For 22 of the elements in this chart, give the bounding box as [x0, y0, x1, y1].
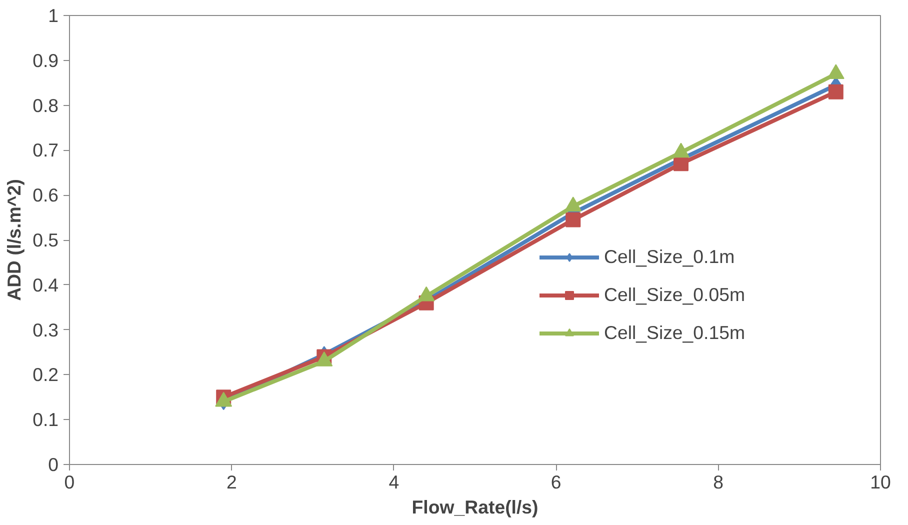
y-tick-label: 0.6: [32, 184, 59, 206]
y-tick-label: 0.5: [32, 230, 59, 250]
y-tick-label: 1: [48, 5, 59, 26]
y-tick-label: 0.2: [32, 364, 59, 386]
x-tick-label: 10: [870, 472, 891, 492]
y-tick-label: 0.9: [32, 50, 59, 71]
x-tick-label: 8: [713, 472, 724, 492]
y-tick-label: 0: [48, 454, 59, 475]
x-tick-label: 0: [64, 472, 75, 492]
y-tick-label: 0.8: [32, 94, 59, 116]
y-tick-label: 0.7: [32, 140, 59, 161]
x-tick-label: 4: [388, 472, 400, 492]
x-axis-title: Flow_Rate(l/s): [412, 496, 538, 518]
y-tick-label: 0.4: [32, 274, 59, 296]
legend-label: Cell_Size_0.1m: [604, 246, 735, 268]
y-tick-label: 0.3: [32, 319, 59, 340]
y-axis-title: ADD (l/s.m^2): [4, 179, 25, 301]
legend-label: Cell_Size_0.05m: [604, 284, 746, 306]
legend-label: Cell_Size_0.15m: [604, 322, 746, 344]
y-tick-label: 0.1: [32, 409, 59, 430]
x-tick-label: 2: [226, 472, 237, 492]
x-tick-label: 6: [550, 472, 562, 492]
